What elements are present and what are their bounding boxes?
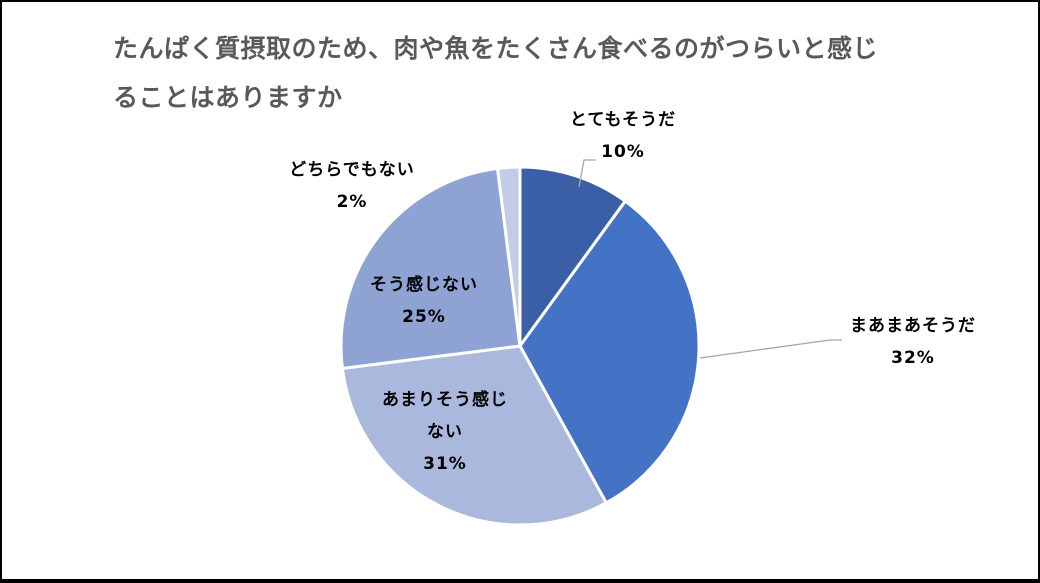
pie-slice-2 <box>340 344 608 527</box>
data-label-dochira: どちらでもない 2% <box>272 154 432 218</box>
data-label-name: そう感じない <box>370 275 478 295</box>
data-label-maamaa: まあまあそうだ 32% <box>838 310 988 374</box>
pie-slice-3 <box>339 166 522 370</box>
pie-slice-4 <box>496 165 522 348</box>
data-label-name: とてもそうだ <box>569 110 677 130</box>
data-label-name: どちらでもない <box>289 160 415 180</box>
data-label-value: 10% <box>601 142 645 162</box>
chart-title-line-1: たんぱく質摂取のため、肉や魚をたくさん食べるのがつらいと感じ <box>113 34 879 63</box>
data-label-name: あまりそう感じ <box>382 390 508 410</box>
data-label-amari: あまりそう感じ ない 31% <box>360 384 530 480</box>
data-label-sou-kanjinai: そう感じない 25% <box>354 269 494 333</box>
data-label-name-cont: ない <box>427 422 463 442</box>
leader-line-s1 <box>699 339 842 359</box>
data-label-value: 2% <box>336 192 368 212</box>
data-label-value: 25% <box>402 307 446 327</box>
data-label-value: 32% <box>891 348 935 368</box>
leader-line-s0 <box>578 159 596 188</box>
pie-slice-0 <box>518 165 627 348</box>
pie-slices <box>339 165 701 527</box>
data-label-totemo: とてもそうだ 10% <box>548 104 698 168</box>
chart-title-line-2: ることはありますか <box>113 83 343 112</box>
data-label-value: 31% <box>423 454 467 474</box>
data-label-name: まあまあそうだ <box>850 316 976 336</box>
chart-title: たんぱく質摂取のため、肉や魚をたくさん食べるのがつらいと感じ ることはありますか <box>113 24 953 122</box>
pie-slice-1 <box>518 199 701 505</box>
